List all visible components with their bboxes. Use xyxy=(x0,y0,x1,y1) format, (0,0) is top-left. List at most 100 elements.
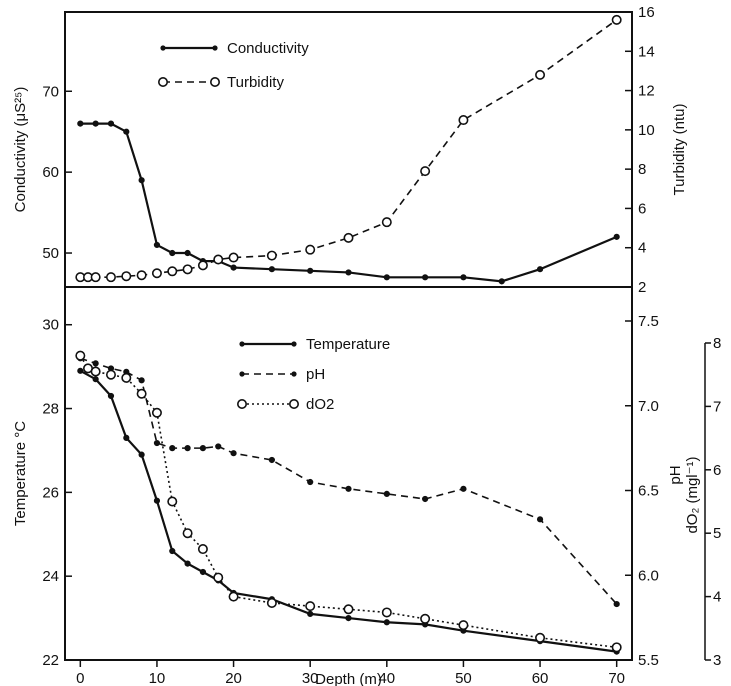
do2-series-point xyxy=(458,620,469,631)
bottom-left-tick-label: 30 xyxy=(42,317,59,334)
ph-legend-label: pH xyxy=(306,366,325,383)
do2-legend-marker xyxy=(237,398,248,409)
top-right-tick-label: 14 xyxy=(638,43,655,60)
temperature-series-point xyxy=(345,614,352,622)
conductivity-series-point xyxy=(345,269,352,276)
do2-tick-label: 8 xyxy=(713,335,721,352)
do2-series-point xyxy=(75,350,86,361)
temperature-series-point xyxy=(184,560,191,567)
turbidity-series-point xyxy=(151,268,162,279)
temperature-legend-marker xyxy=(239,341,245,347)
do2-series-point xyxy=(213,572,224,583)
top-right-tick-label: 4 xyxy=(638,240,646,257)
do2-series-point xyxy=(535,632,546,643)
turbidity-series-point xyxy=(535,69,546,80)
temperature-series-point xyxy=(92,376,99,383)
do2-series-point xyxy=(381,607,392,618)
temperature-series-point xyxy=(153,497,161,504)
x-tick-label: 0 xyxy=(76,670,84,686)
conductivity-legend-label: Conductivity xyxy=(227,40,309,57)
ph-series-point xyxy=(307,478,314,486)
temperature-series-point xyxy=(138,451,145,458)
turbidity-legend-label: Turbidity xyxy=(227,74,284,91)
do2-tick-label: 5 xyxy=(713,525,721,542)
do2-series-point xyxy=(167,496,178,507)
temperature-series-point xyxy=(169,547,176,555)
ph-tick-label: 6.5 xyxy=(638,483,659,500)
turbidity-axis-title: Turbidity (ntu) xyxy=(671,104,688,196)
conductivity-series-point xyxy=(107,120,115,127)
do2-series-point xyxy=(343,604,354,615)
ph-legend-marker xyxy=(239,371,245,377)
turbidity-series-point xyxy=(266,250,277,261)
top-left-tick-label: 60 xyxy=(42,164,59,181)
do2-series-point xyxy=(305,601,316,612)
ph-series-point xyxy=(345,485,352,492)
turbidity-series-point xyxy=(197,260,208,271)
x-tick-label: 10 xyxy=(149,670,166,686)
conductivity-series-point xyxy=(92,120,99,127)
top-left-tick-label: 70 xyxy=(42,83,59,100)
x-tick-label: 50 xyxy=(455,670,472,686)
conductivity-series-point xyxy=(77,120,84,127)
temperature-series-point xyxy=(307,610,314,617)
conductivity-series-point xyxy=(184,249,191,257)
turbidity-series-point xyxy=(182,264,193,275)
ph-series-point xyxy=(184,445,191,452)
turbidity-series-point xyxy=(90,272,101,283)
do2-series-point xyxy=(105,369,116,380)
top-right-tick-label: 6 xyxy=(638,200,646,217)
do2-tick-label: 7 xyxy=(713,398,721,415)
do2-series-point xyxy=(420,613,431,624)
ph-series-point xyxy=(230,450,237,457)
top-right-tick-label: 2 xyxy=(638,279,646,296)
do2-legend-marker xyxy=(288,398,299,409)
do2-series-line xyxy=(79,355,617,649)
bottom-left-tick-label: 24 xyxy=(42,568,59,585)
bottom-panel-frame xyxy=(64,286,633,661)
do2-series-point xyxy=(90,366,101,377)
turbidity-series-point xyxy=(228,252,239,263)
turbidity-series-point xyxy=(611,14,622,25)
top-left-tick-label: 50 xyxy=(42,245,59,262)
do2-series-point xyxy=(121,372,132,383)
ph-series-point xyxy=(92,360,99,367)
do2-tick-label: 3 xyxy=(713,652,721,669)
conductivity-series-point xyxy=(613,233,620,240)
do2-series-point xyxy=(136,388,147,399)
turbidity-series-point xyxy=(121,271,132,282)
ph-series-point xyxy=(422,495,429,503)
top-right-tick-label: 16 xyxy=(638,4,655,21)
conductivity-series-point xyxy=(460,274,467,281)
ph-series-point xyxy=(383,490,390,497)
x-tick-label: 60 xyxy=(532,670,549,686)
conductivity-legend-marker xyxy=(160,45,166,51)
do2-series-point xyxy=(266,597,277,608)
do2-series-point xyxy=(611,642,622,653)
temperature-series-point xyxy=(77,367,84,374)
turbidity-legend-marker xyxy=(210,77,221,88)
ph-tick-label: 7.0 xyxy=(638,398,659,415)
turbidity-series-point xyxy=(458,115,469,126)
ph-tick-label: 7.5 xyxy=(638,313,659,330)
do2-axis-title: dO₂ (mgl⁻¹) xyxy=(684,456,701,533)
ph-series-point xyxy=(613,600,620,608)
temperature-legend-label: Temperature xyxy=(306,336,390,353)
turbidity-series-point xyxy=(343,232,354,243)
temperature-legend-marker xyxy=(291,341,297,347)
temperature-series-point xyxy=(107,392,115,400)
ph-series-point xyxy=(169,445,176,452)
temperature-series-point xyxy=(383,619,390,626)
turbidity-legend-marker xyxy=(158,77,169,88)
conductivity-series-point xyxy=(169,249,176,257)
do2-tick-label: 4 xyxy=(713,589,721,606)
turbidity-series-point xyxy=(420,166,431,177)
ph-legend-marker xyxy=(291,371,297,377)
x-axis-title: Depth (m) xyxy=(315,671,382,686)
ph-axis-title: pH xyxy=(667,465,684,484)
turbidity-series-point xyxy=(136,270,147,281)
turbidity-series-point xyxy=(381,217,392,228)
bottom-left-tick-label: 28 xyxy=(42,401,59,418)
ph-series-point xyxy=(199,445,207,452)
